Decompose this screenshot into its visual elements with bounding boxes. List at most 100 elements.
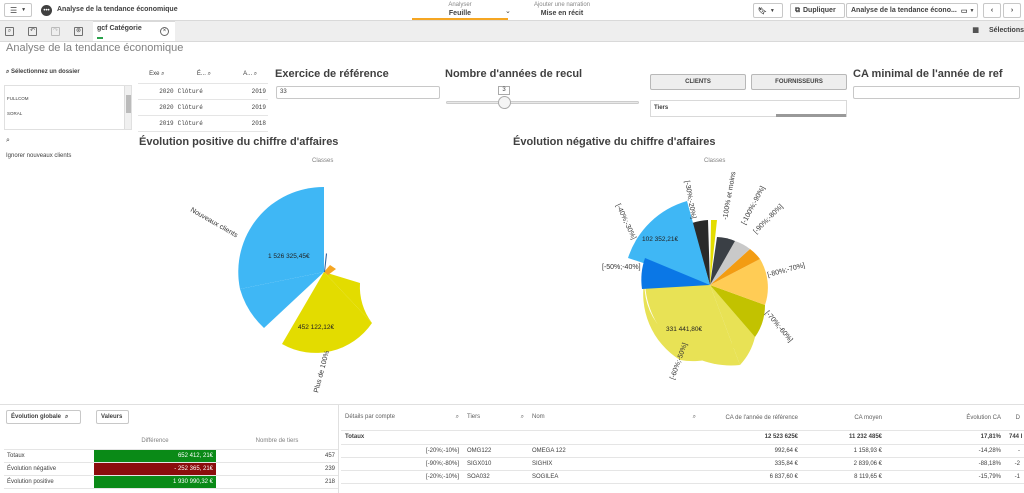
ca-min-input[interactable] — [853, 86, 1020, 99]
column-header[interactable]: D — [1005, 406, 1024, 431]
pie-slice-plus-100[interactable] — [282, 272, 372, 353]
table-cell: 6 837,60 € — [700, 470, 802, 484]
table-cell: -2 — [1005, 457, 1024, 471]
table-cell: 2019 — [232, 99, 268, 116]
details-table: Détails par compte ⌕ Tiers ⌕ Nom ⌕ CA de l'… — [341, 406, 1024, 484]
pie-slice-60-50-edge[interactable] — [710, 285, 755, 365]
pie-slice-70-60[interactable] — [710, 285, 766, 337]
table-row[interactable]: [-90%;-80%] SIGX010 SIGHIX 335,84 € 2 83… — [341, 457, 1024, 471]
sheet-selector[interactable]: Analyse de la tendance écono... ▭ ▼ — [846, 3, 978, 18]
menu-button[interactable]: ☰ ▼ — [4, 3, 32, 17]
bookmark-icon: 🔖︎ — [758, 7, 767, 15]
column-header[interactable]: Exe ⌕ — [138, 67, 176, 84]
pie-slice-label: [-70%;-60%] — [763, 310, 793, 344]
pie-value-label: 1 526 325,45€ — [268, 253, 310, 260]
table-row[interactable]: Évolution positive 1 930 990,32 € 218 — [4, 475, 338, 489]
selections-button[interactable]: ▦ Sélections — [972, 26, 1024, 38]
bookmark-button[interactable]: 🔖︎ ▼ — [753, 3, 783, 18]
list-item[interactable]: SORAL — [7, 111, 23, 116]
table-row[interactable]: Évolution négative - 252 365, 21€ 239 — [4, 462, 338, 476]
close-icon[interactable]: × — [160, 27, 169, 36]
clear-selections-icon[interactable]: ⊗ — [74, 27, 83, 36]
valeurs-button[interactable]: Valeurs — [96, 410, 129, 424]
pie-slice-small-blue[interactable] — [324, 253, 327, 272]
scrollbar-thumb[interactable] — [126, 95, 131, 113]
selection-back-icon[interactable]: ↶ — [28, 27, 37, 36]
column-header[interactable]: Nom ⌕ — [528, 406, 700, 431]
selection-chip[interactable]: gcf Catégorie × — [93, 21, 175, 41]
column-header-label: É... — [196, 71, 206, 78]
smart-search-icon[interactable]: ⌕ — [5, 27, 14, 36]
tiers-field[interactable]: Tiers — [650, 100, 847, 117]
positive-chart-subtitle: Classes — [312, 158, 334, 164]
search-icon: ⌕ — [207, 71, 211, 78]
pie-value-label: 331 441,80€ — [666, 326, 703, 333]
pie-slice-80-70[interactable] — [710, 259, 768, 305]
folder-filter-label: Sélectionnez un dossier — [11, 69, 80, 75]
table-row[interactable]: [-20%;-10%] OMG122 OMEGA 122 992,64 € 1 … — [341, 444, 1024, 458]
ignore-new-clients[interactable]: Ignorer nouveaux clients — [6, 153, 72, 159]
table-cell: Clôturé — [175, 99, 233, 116]
column-header[interactable]: Nombre de tiers — [216, 433, 338, 450]
pie-slice-label: Plus de 100% — [313, 350, 331, 394]
column-header[interactable]: A... ⌕ — [232, 67, 268, 84]
tiers-indicator — [776, 114, 846, 117]
mode-narration[interactable]: Ajouter une narration Mise en récit — [522, 1, 602, 20]
suppliers-button[interactable]: FOURNISSEURS — [751, 74, 847, 90]
search-icon: ⌕ — [253, 71, 258, 78]
pie-slice-plus-100-b[interactable] — [324, 272, 372, 323]
column-header[interactable]: É... ⌕ — [175, 67, 233, 84]
mode-chevron-icon[interactable]: ⌄ — [505, 8, 511, 15]
pie-slice-yellow-thin[interactable] — [710, 220, 717, 285]
table-row[interactable]: 2019 Clôturé 2018 — [138, 115, 268, 132]
table-row[interactable]: 2020 Clôturé 2019 — [138, 83, 268, 100]
column-header[interactable]: CA de l'année de référence — [700, 406, 802, 431]
selection-forward-icon[interactable]: ↷ — [51, 27, 60, 36]
exercise-input[interactable]: 33 — [276, 86, 440, 99]
column-header[interactable]: Tiers ⌕ — [463, 406, 528, 431]
column-header[interactable]: Détails par compte ⌕ — [341, 406, 463, 431]
duplicate-button[interactable]: ⧉ Dupliquer — [790, 3, 845, 18]
divider — [0, 404, 1024, 405]
divider — [338, 405, 339, 493]
clients-button[interactable]: CLIENTS — [650, 74, 746, 90]
list-item[interactable]: FULLCOM — [7, 96, 29, 101]
table-row[interactable]: 2020 Clôturé 2019 — [138, 99, 268, 116]
pie-slice-nouveaux-clients[interactable] — [238, 186, 324, 289]
pie-slice-90-80[interactable] — [710, 249, 760, 285]
years-slider[interactable] — [446, 101, 639, 104]
mode-analyser[interactable]: Analyser Feuille — [412, 1, 508, 20]
table-cell: 12 523 625€ — [700, 430, 802, 445]
pie-slice-50-40[interactable] — [641, 258, 710, 289]
table-cell: 652 412, 21€ — [94, 449, 216, 463]
pie-slice-small-orange[interactable] — [324, 265, 336, 275]
positive-pie-chart: 1 526 325,45€ 452 122,12€ Nouveaux clien… — [189, 186, 372, 394]
pie-slice-60-50[interactable] — [643, 277, 743, 362]
years-slider-handle[interactable] — [498, 96, 511, 109]
evolution-globale-button[interactable]: Évolution globale ⌕ — [6, 410, 81, 424]
next-sheet-button[interactable]: › — [1003, 3, 1021, 18]
column-header[interactable]: CA moyen — [802, 406, 886, 431]
pie-slice-60-50-body[interactable] — [645, 283, 740, 366]
pie-slice-label: -100% et moins — [722, 171, 737, 221]
prev-sheet-button[interactable]: ‹ — [983, 3, 1001, 18]
column-header-label: Détails par compte — [345, 414, 396, 421]
chevron-down-icon: ▼ — [969, 7, 975, 14]
app-logo-icon: ••• — [41, 5, 52, 16]
column-header[interactable]: Différence — [94, 433, 216, 450]
table-cell: - — [1005, 444, 1024, 458]
search-icon[interactable]: ⌕ — [6, 137, 10, 144]
column-header-label: Exe — [149, 71, 160, 78]
chevron-down-icon: ▼ — [21, 7, 27, 13]
table-cell: 2 839,06 € — [802, 457, 886, 471]
table-row[interactable]: Totaux 652 412, 21€ 457 — [4, 449, 338, 463]
pie-slice-nouveaux-clients-tail[interactable] — [240, 272, 324, 328]
table-cell: -15,79% — [886, 470, 1005, 484]
scrollbar[interactable] — [124, 86, 131, 129]
pie-slice-100-90[interactable] — [710, 241, 750, 285]
pie-slice-100-moins[interactable] — [710, 237, 735, 285]
folder-filter-list[interactable]: FULLCOM SORAL — [4, 85, 132, 130]
table-row[interactable]: [-20%;-10%] SOA032 SOGILEA 6 837,60 € 8 … — [341, 470, 1024, 484]
table-cell: Clôturé — [175, 115, 233, 132]
column-header[interactable]: Évolution CA — [886, 406, 1005, 431]
